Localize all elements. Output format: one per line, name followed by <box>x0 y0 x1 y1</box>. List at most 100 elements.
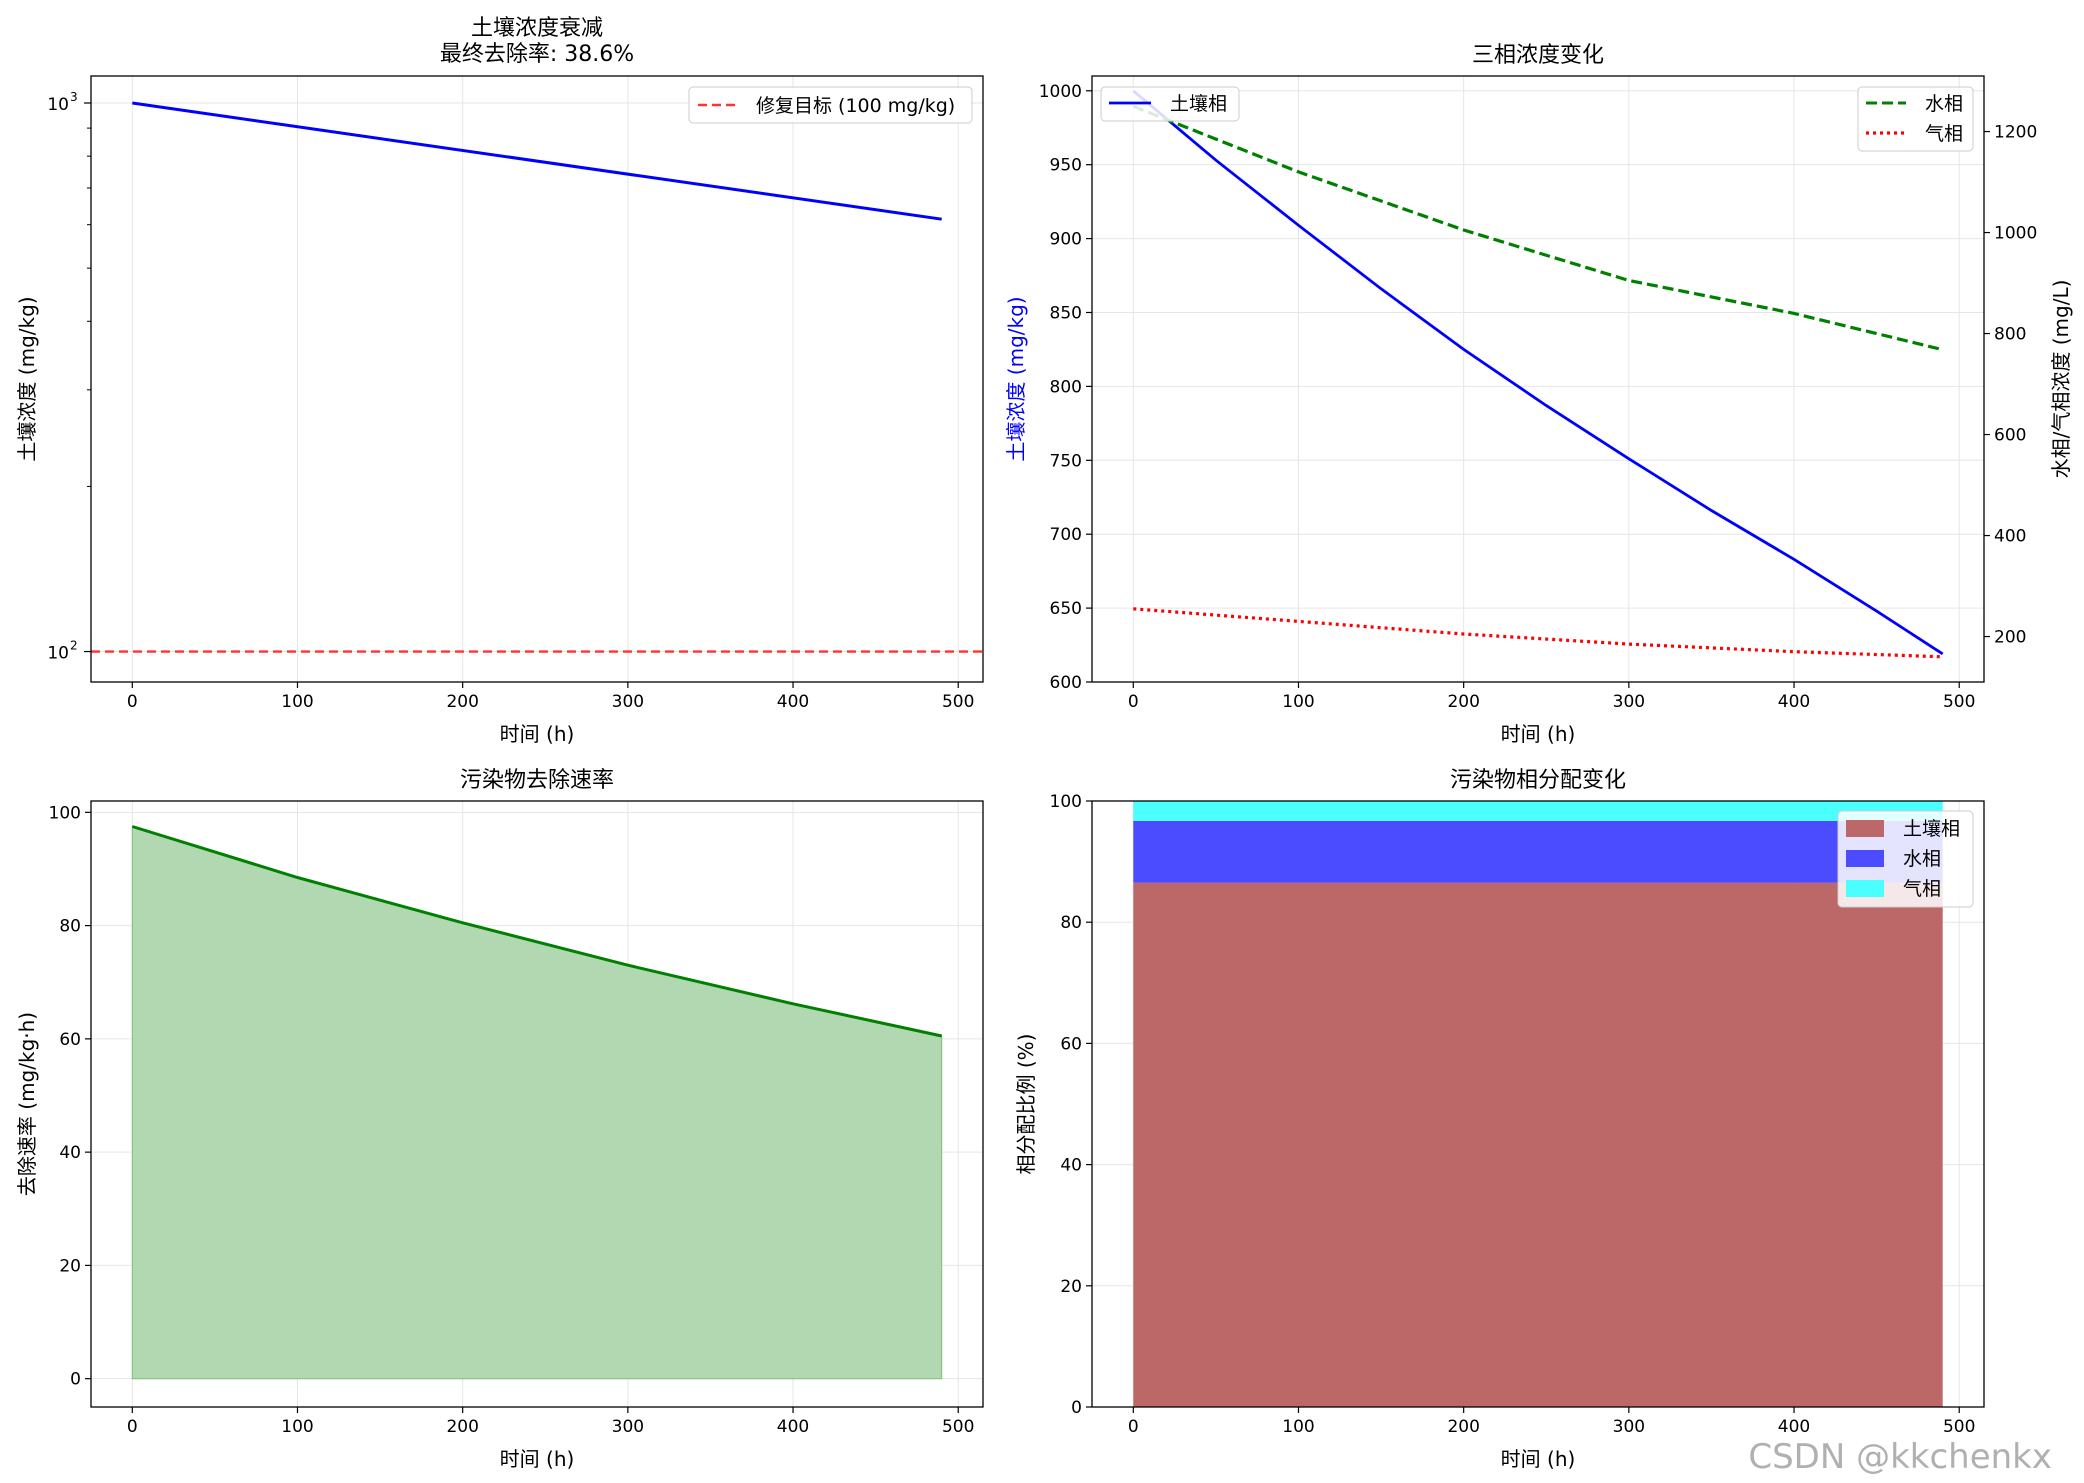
plot-frame <box>1091 800 1985 1408</box>
x-tick-label: 0 <box>127 692 138 712</box>
x-tick-label: 100 <box>281 1417 313 1437</box>
legend: 修复目标 (100 mg/kg) <box>688 86 973 124</box>
y-tick-label: 0 <box>1071 1398 1082 1418</box>
x-tick-label: 0 <box>1128 1417 1139 1437</box>
panel-title: 三相浓度变化 <box>1472 43 1604 68</box>
x-tick-label: 300 <box>1613 692 1645 712</box>
panel-title: 污染物相分配变化 <box>1450 768 1626 793</box>
x-tick-label: 500 <box>942 1417 974 1437</box>
y-tick-label: 40 <box>1060 1156 1082 1176</box>
legend-swatch-soil <box>1846 820 1884 837</box>
y-tick-label: 100 <box>1050 792 1082 812</box>
x-tick-label: 300 <box>1613 1417 1645 1437</box>
y-tick-label: 80 <box>59 917 81 937</box>
y-tick-label: 100 <box>49 803 81 823</box>
y-tick-exponent: 2 <box>70 639 78 653</box>
plot-frame <box>90 800 984 1408</box>
x-axis-label: 时间 (h) <box>1501 1447 1576 1471</box>
bar-segment-soil <box>1133 882 1943 1407</box>
series-line-rate <box>131 825 943 1038</box>
x-tick-label: 0 <box>127 1417 138 1437</box>
y-right-tick-label: 200 <box>1994 628 2026 648</box>
legend-label-target: 修复目标 (100 mg/kg) <box>756 95 955 117</box>
legend-label-water: 水相 <box>1925 93 1963 115</box>
y-tick-exponent: 3 <box>70 90 78 104</box>
y-tick-label: 20 <box>1060 1277 1082 1297</box>
y-axis-label-right: 水相/气相浓度 (mg/L) <box>2049 280 2073 479</box>
y-tick-label: 850 <box>1050 303 1082 323</box>
y-tick-label: 600 <box>1050 673 1082 693</box>
x-tick-label: 100 <box>1282 1417 1314 1437</box>
panel-removal-rate: 污染物去除速率 0 100 200 300 400 500 0 20 40 60 80 100 时间 … <box>15 768 984 1471</box>
y-tick-label: 750 <box>1050 451 1082 471</box>
y-tick-label: 80 <box>1060 913 1082 933</box>
series-line-water <box>1132 104 1944 352</box>
y-axis-label: 相分配比例 (%) <box>1014 1034 1038 1175</box>
x-tick-label: 500 <box>1943 1417 1975 1437</box>
y-right-tick-label: 800 <box>1994 325 2026 345</box>
legend-box <box>688 86 973 124</box>
x-tick-label: 0 <box>1128 692 1139 712</box>
x-tick-label: 400 <box>1778 692 1810 712</box>
x-tick-label: 400 <box>1778 1417 1810 1437</box>
legend-label-air: 气相 <box>1903 878 1941 900</box>
y-tick-label: 0 <box>70 1370 81 1390</box>
y-tick-label: 800 <box>1050 377 1082 397</box>
y-right-tick-label: 400 <box>1994 527 2026 547</box>
y-tick-label: 10 <box>47 95 69 115</box>
y-tick-label: 650 <box>1050 599 1082 619</box>
legend: 土壤相 水相 气相 <box>1837 810 1974 908</box>
x-axis-label: 时间 (h) <box>500 1447 575 1471</box>
x-tick-label: 400 <box>777 1417 809 1437</box>
legend-swatch-air <box>1846 880 1884 897</box>
y-tick-label: 60 <box>1060 1034 1082 1054</box>
x-tick-label: 200 <box>446 1417 478 1437</box>
panel-three-phase: 三相浓度变化 0 100 200 300 400 500 600 650 700 750 800 85… <box>1004 43 2073 746</box>
x-tick-label: 200 <box>446 692 478 712</box>
x-tick-label: 500 <box>1943 692 1975 712</box>
bar-segment-air <box>1133 801 1943 821</box>
legend-left: 土壤相 <box>1100 86 1240 122</box>
panel-title-line1: 土壤浓度衰减 <box>471 16 603 41</box>
y-axis-label-left: 土壤浓度 (mg/kg) <box>1004 296 1028 461</box>
x-tick-label: 200 <box>1447 1417 1479 1437</box>
x-axis-label: 时间 (h) <box>500 722 575 746</box>
legend-right: 水相 气相 <box>1857 86 1974 152</box>
panel-title-line2: 最终去除率: 38.6% <box>440 42 634 67</box>
legend-label-soil: 土壤相 <box>1903 818 1960 840</box>
y-right-tick-label: 1200 <box>1994 123 2037 143</box>
y-right-tick-label: 600 <box>1994 426 2026 446</box>
y-tick-label: 40 <box>59 1143 81 1163</box>
y-tick-label: 900 <box>1050 230 1082 250</box>
legend-label-water: 水相 <box>1903 848 1941 870</box>
x-axis-label: 时间 (h) <box>1501 722 1576 746</box>
legend-label-soil: 土壤相 <box>1170 93 1227 115</box>
x-tick-label: 400 <box>777 692 809 712</box>
plot-frame <box>1091 75 1985 683</box>
legend-box <box>1100 86 1240 122</box>
y-tick-label: 1000 <box>1039 82 1082 102</box>
y-axis-label: 去除速率 (mg/kg·h) <box>15 1012 39 1196</box>
series-line-air <box>1133 607 1943 659</box>
x-tick-label: 100 <box>281 692 313 712</box>
plot-frame <box>90 75 984 683</box>
legend-swatch-water <box>1846 850 1884 867</box>
panel-phase-distribution: 污染物相分配变化 0 100 200 300 400 500 0 20 40 60 80 100 时间… <box>1014 768 1985 1471</box>
bar-segment-water <box>1133 820 1943 883</box>
x-tick-label: 300 <box>612 1417 644 1437</box>
y-tick-label: 700 <box>1050 525 1082 545</box>
y-tick-label: 950 <box>1050 156 1082 176</box>
series-line-soil <box>132 101 942 221</box>
panel-title: 污染物去除速率 <box>460 768 614 793</box>
x-tick-label: 300 <box>612 692 644 712</box>
x-tick-label: 500 <box>942 692 974 712</box>
watermark: CSDN @kkchenkx <box>1748 1437 2052 1477</box>
y-tick-label: 10 <box>47 644 69 664</box>
y-right-tick-label: 1000 <box>1994 224 2037 244</box>
x-tick-label: 100 <box>1282 692 1314 712</box>
y-axis-label: 土壤浓度 (mg/kg) <box>15 296 39 461</box>
y-tick-label: 20 <box>59 1256 81 1276</box>
legend-label-air: 气相 <box>1925 123 1963 145</box>
